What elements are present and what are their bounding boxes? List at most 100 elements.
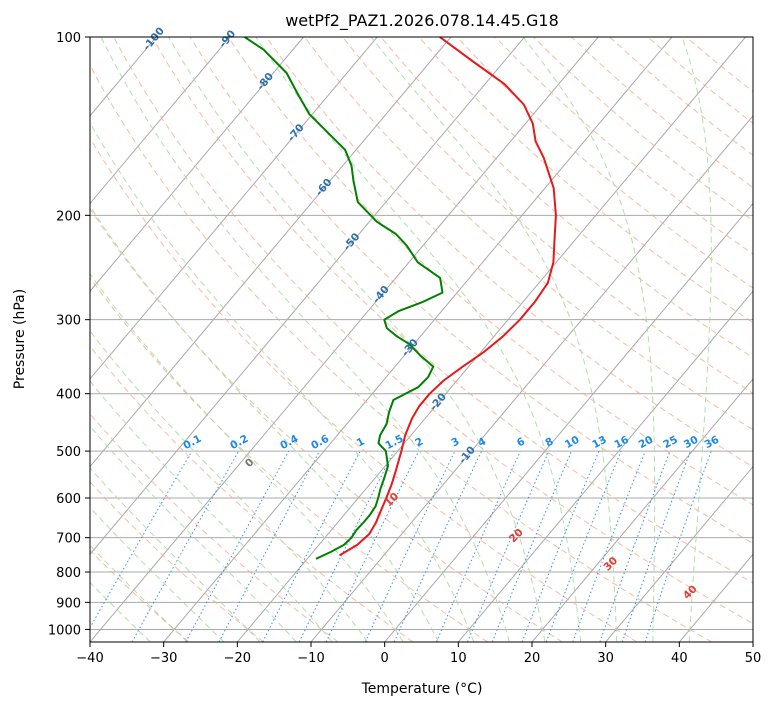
isotherm-line xyxy=(90,37,378,380)
mixing-ratio-line xyxy=(218,450,320,642)
isotherm-line xyxy=(163,37,673,642)
isotherm-line xyxy=(310,115,753,642)
mixing-ratio-label: 6 xyxy=(515,435,527,449)
isotherm-line xyxy=(752,641,753,642)
dry-adiabat-line xyxy=(90,276,488,642)
dry-adiabat-line xyxy=(90,549,190,642)
dry-adiabat-line xyxy=(418,37,753,324)
x-tick-label: −40 xyxy=(76,651,103,666)
mixing-ratio-line xyxy=(599,450,671,642)
y-tick-label: 400 xyxy=(56,388,81,403)
isotherm-line xyxy=(457,290,753,642)
x-axis-label: Temperature (°C) xyxy=(361,681,483,697)
mixing-ratio-label: 1 xyxy=(355,435,367,449)
dry-adiabat-line xyxy=(90,345,414,642)
x-tick-label: 20 xyxy=(524,651,541,666)
isotherm-line xyxy=(0,37,9,642)
mixing-ratio-label: 0.1 xyxy=(181,433,203,452)
x-tick-label: 0 xyxy=(381,651,389,666)
mixing-ratio-label: 10 xyxy=(563,434,582,451)
dry-adiabat-line xyxy=(571,37,753,189)
isotherm-line xyxy=(605,465,753,642)
y-tick-label: 200 xyxy=(56,209,81,224)
mixing-ratio-line xyxy=(545,450,622,642)
y-tick-label: 700 xyxy=(56,532,81,547)
y-tick-label: 500 xyxy=(56,445,81,460)
moist-adiabat-line xyxy=(90,506,225,642)
dry-adiabat-line xyxy=(90,481,264,642)
mixing-ratio-line xyxy=(467,450,550,642)
x-tick-label: 10 xyxy=(450,651,467,666)
x-tick-label: −30 xyxy=(150,651,177,666)
mixing-ratio-label: 8 xyxy=(543,435,555,449)
moist-adiabat-label: 30 xyxy=(601,555,620,574)
moist-adiabat-line xyxy=(255,37,582,642)
mixing-ratio-line xyxy=(491,450,573,642)
isotherm-line xyxy=(384,202,753,642)
moist-adiabat-line xyxy=(90,544,188,642)
dry-adiabat-line xyxy=(151,37,753,584)
isotherm-line xyxy=(678,553,753,642)
isotherm-line xyxy=(90,37,231,205)
data-series xyxy=(244,37,557,560)
dry-adiabat-line xyxy=(189,37,753,545)
y-tick-label: 800 xyxy=(56,566,81,581)
plot-frame xyxy=(89,36,754,643)
dewpoint-line xyxy=(244,37,444,560)
dry-adiabat-line xyxy=(90,137,638,642)
x-tick-label: 30 xyxy=(597,651,614,666)
isotherm-line xyxy=(531,378,753,642)
mixing-ratio-line xyxy=(364,450,456,642)
dry-adiabat-line xyxy=(647,37,753,124)
mixing-ratio-label: 2 xyxy=(413,435,425,449)
moist-adiabat-label: 0 xyxy=(243,456,257,470)
moist-adiabat-label: 40 xyxy=(681,583,700,602)
isotherm-line xyxy=(90,37,599,642)
moist-adiabat-line xyxy=(90,330,369,642)
moist-adiabat-line xyxy=(90,205,439,642)
mixing-ratio-line xyxy=(262,450,361,642)
mixing-ratio-line xyxy=(393,450,482,642)
moist-adiabat-line xyxy=(90,121,475,642)
dry-adiabat-line xyxy=(90,64,712,642)
mixing-ratio-label: 0.2 xyxy=(228,433,250,452)
dry-adiabat-line xyxy=(265,37,753,468)
isotherm-label: -90 xyxy=(217,28,238,50)
moist-adiabat-line xyxy=(90,581,151,642)
mixing-ratio-line xyxy=(185,450,290,642)
mixing-ratio-label: 3 xyxy=(449,435,461,449)
y-tick-label: 900 xyxy=(56,596,81,611)
mixing-ratio-line xyxy=(621,450,691,642)
mixing-ratio-label: 20 xyxy=(637,434,656,451)
isotherm-line xyxy=(236,37,746,642)
x-tick-label: −10 xyxy=(297,651,324,666)
mixing-ratio-label: 25 xyxy=(661,434,680,451)
isotherm-line xyxy=(90,37,304,292)
mixing-ratio-label: 16 xyxy=(612,434,631,451)
isotherm-line xyxy=(90,37,525,556)
moist-adiabat-label: 20 xyxy=(507,526,526,545)
mixing-ratio-label: 30 xyxy=(682,434,701,451)
moist-adiabat-line xyxy=(168,37,546,642)
mixing-ratio-line xyxy=(521,450,600,642)
moist-adiabat-line xyxy=(100,37,510,642)
y-tick-label: 1000 xyxy=(48,623,81,638)
x-tick-label: 40 xyxy=(671,651,688,666)
y-tick-label: 600 xyxy=(56,492,81,507)
dry-adiabat-line xyxy=(90,413,339,642)
x-tick-label: −20 xyxy=(224,651,251,666)
moist-adiabat-line xyxy=(90,467,261,642)
background-lines xyxy=(0,37,753,642)
moist-adiabat-line xyxy=(522,37,656,642)
mixing-ratio-line xyxy=(90,450,193,629)
mixing-ratio-line xyxy=(572,450,646,642)
dry-adiabat-line xyxy=(113,37,753,625)
moist-adiabat-line xyxy=(681,37,712,642)
moist-adiabat-line xyxy=(90,380,333,642)
mixing-ratio-label: 0.6 xyxy=(309,433,331,452)
mixing-ratio-line xyxy=(644,450,712,642)
mixing-ratio-line xyxy=(131,450,240,642)
y-tick-label: 300 xyxy=(56,314,81,329)
dry-adiabat-line xyxy=(494,37,753,255)
